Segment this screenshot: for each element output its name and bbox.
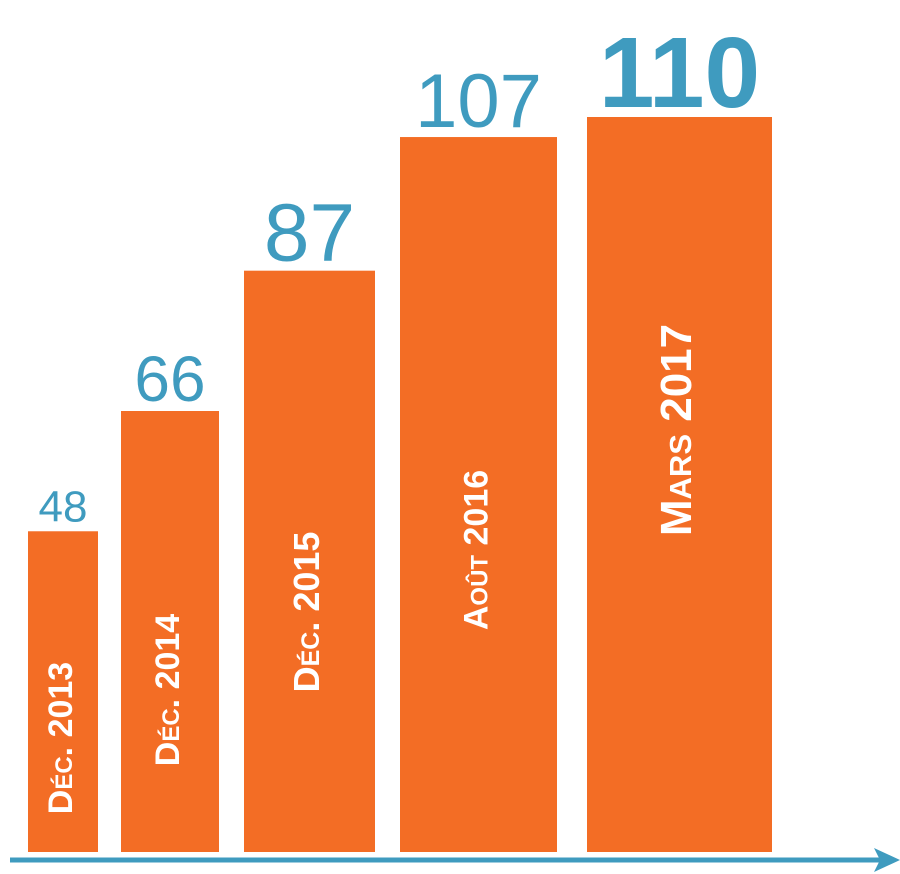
value-label: 110 <box>599 17 760 129</box>
arrow-head <box>874 848 900 872</box>
bar <box>400 137 557 852</box>
category-label: Déc. 2015 <box>286 532 327 693</box>
bar <box>244 270 375 852</box>
value-label: 66 <box>134 343 205 415</box>
category-label: Déc. 2013 <box>42 662 80 814</box>
bar <box>587 117 772 852</box>
value-label: 87 <box>264 188 355 279</box>
category-label: Déc. 2014 <box>149 614 187 767</box>
value-label: 48 <box>39 482 88 531</box>
bar <box>121 411 219 852</box>
bar <box>28 531 98 852</box>
value-label: 107 <box>415 59 542 144</box>
category-label: Août 2016 <box>457 470 495 630</box>
category-label: Mars 2017 <box>652 324 701 536</box>
